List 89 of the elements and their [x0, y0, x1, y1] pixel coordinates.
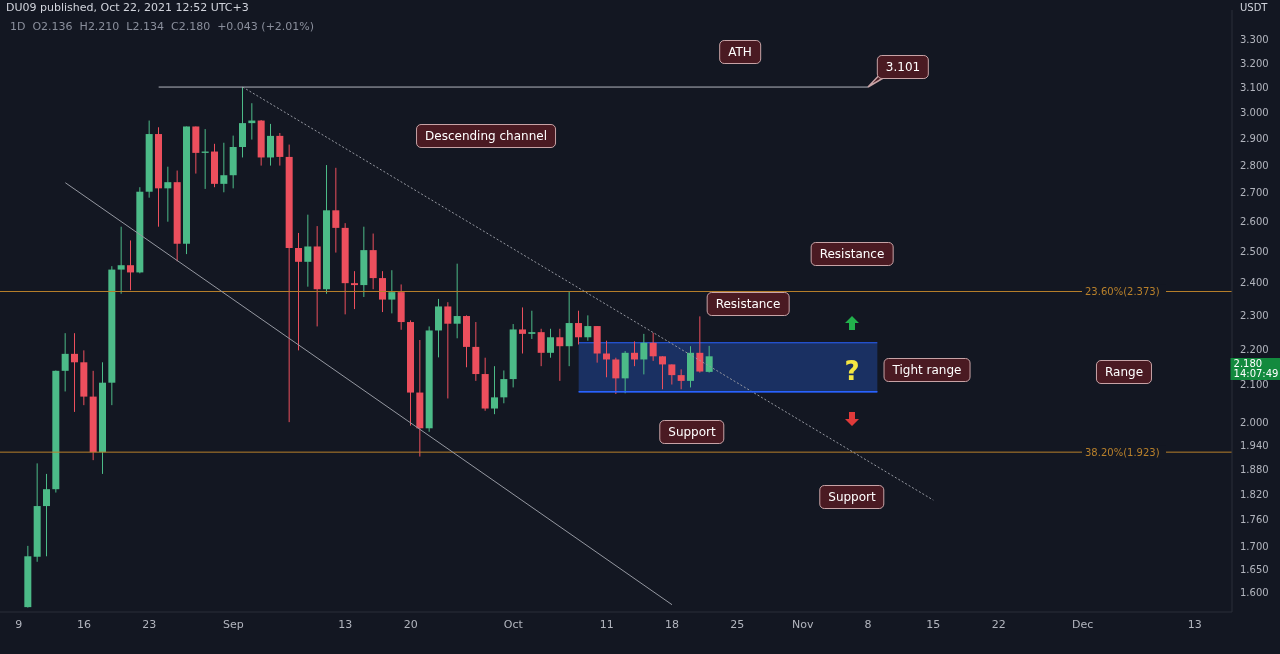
annotation: Range [1095, 360, 1153, 384]
annotation: Support [659, 420, 725, 444]
x-tick-label: 13 [338, 617, 353, 631]
annotation: Descending channel [416, 124, 556, 148]
x-tick-label: Sep [222, 617, 244, 631]
y-tick-label: 2.900 [1240, 132, 1269, 144]
candlestick [379, 270, 386, 313]
y-tick-label: 2.000 [1240, 416, 1269, 428]
x-tick-label: 15 [926, 617, 941, 631]
annotation: DU09 published, Oct 22, 2021 12:52 UTC+3 [6, 1, 249, 14]
candlestick [351, 270, 358, 310]
candlestick [220, 142, 228, 193]
annotation: ? [844, 356, 860, 386]
x-tick-label: 9 [15, 617, 23, 631]
x-tick-label: 16 [77, 617, 91, 631]
text: 2.180 14:07:49 [1230, 358, 1280, 380]
candlestick [649, 332, 657, 362]
annotation: ATH [719, 40, 761, 64]
candlestick [444, 301, 452, 399]
candlestick [388, 269, 396, 314]
candlestick [584, 314, 592, 342]
candlestick [528, 310, 536, 340]
candlestick [547, 328, 554, 359]
x-tick-label: 8 [864, 617, 872, 631]
candlestick [565, 290, 573, 367]
y-tick-label: 1.880 [1240, 463, 1269, 475]
y-tick-label: 2.200 [1240, 343, 1269, 355]
candlestick [705, 345, 713, 374]
candlestick [537, 328, 545, 367]
candlestick [575, 310, 582, 345]
y-tick-label: 3.000 [1240, 106, 1269, 118]
y-tick-label: 2.300 [1240, 309, 1269, 321]
y-tick-label: 2.600 [1240, 216, 1269, 228]
x-tick-label: 25 [730, 617, 745, 631]
candlestick [304, 214, 312, 288]
candlestick [71, 332, 78, 413]
candlestick [61, 332, 69, 392]
candlestick [519, 306, 526, 355]
candlestick [239, 86, 246, 158]
annotation: Resistance [706, 292, 790, 316]
y-tick-label: 1.650 [1240, 563, 1269, 575]
annotation: 3.101 [876, 55, 930, 80]
y-tick-label: 2.100 [1240, 379, 1269, 391]
candlestick [556, 328, 564, 382]
candlestick [267, 123, 274, 167]
candlestick [276, 132, 284, 167]
annotation: Support [819, 485, 885, 509]
candlestick [164, 166, 172, 223]
y-tick-label: 3.200 [1240, 57, 1269, 69]
y-tick-label: 2.800 [1240, 159, 1269, 171]
y-tick-label: 1.760 [1240, 514, 1269, 526]
x-tick-label: 11 [599, 617, 614, 631]
y-axis-title: USDT [1240, 2, 1268, 13]
x-tick-label: Oct [503, 617, 524, 631]
ref-line-label: 23.60%(2.373) [1085, 286, 1160, 298]
y-tick-label: 3.300 [1240, 34, 1269, 46]
candlestick [127, 239, 134, 291]
x-tick-label: Nov [791, 617, 814, 631]
candlestick [491, 365, 498, 415]
candlestick [696, 315, 704, 374]
candlestick [295, 232, 302, 351]
y-tick-label: 3.100 [1240, 81, 1269, 93]
candlestick [43, 473, 50, 557]
candlestick [668, 363, 676, 386]
annotation: Tight range [883, 358, 971, 382]
candlestick [677, 368, 685, 390]
y-tick-label: 2.400 [1240, 277, 1269, 289]
y-tick-label: 2.500 [1240, 246, 1269, 258]
candlestick [612, 357, 620, 395]
x-tick-label: 18 [665, 617, 679, 631]
annotation: Resistance [810, 242, 894, 266]
candlestick [659, 355, 666, 390]
y-tick-label: 1.940 [1240, 439, 1269, 451]
x-tick-label: 23 [142, 617, 157, 631]
y-tick-label: 1.600 [1240, 587, 1269, 599]
y-tick-label: 2.700 [1240, 187, 1269, 199]
y-tick-label: 1.700 [1240, 540, 1269, 552]
x-tick-label: 13 [1187, 617, 1202, 631]
candlestick [332, 167, 340, 254]
y-tick-label: 1.820 [1240, 488, 1269, 500]
x-tick-label: 22 [991, 617, 1006, 631]
candlestick [117, 226, 125, 295]
annotation: 1D O2.136 H2.210 L2.134 C2.180 +0.043 (+2.01%) [10, 20, 315, 33]
x-tick-label: Dec [1072, 617, 1094, 631]
candlestick [453, 263, 461, 339]
candlestick [640, 333, 648, 375]
x-tick-label: 20 [403, 617, 418, 631]
candlestick [500, 369, 508, 404]
ref-line-label: 38.20%(1.923) [1085, 447, 1160, 459]
